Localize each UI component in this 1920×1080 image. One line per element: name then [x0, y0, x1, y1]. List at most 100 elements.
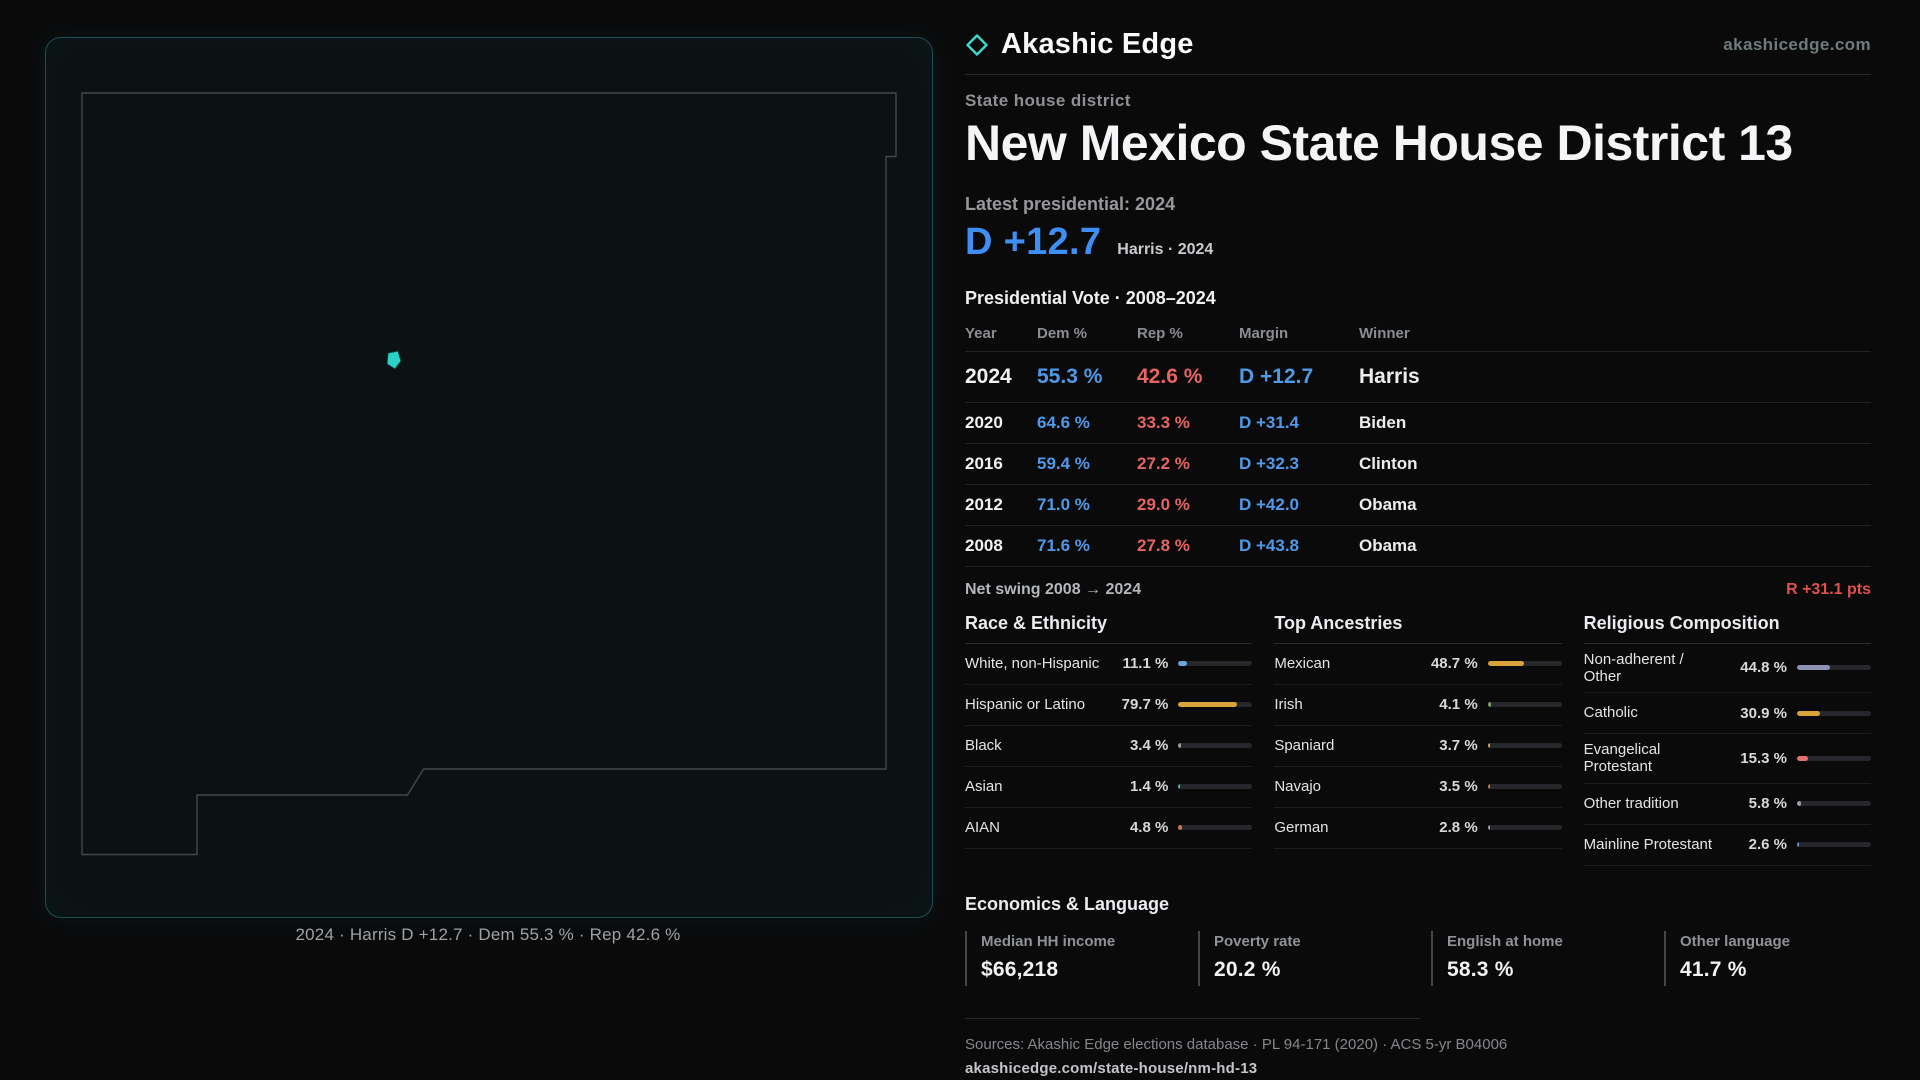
demo-value: 2.6 % — [1748, 836, 1787, 853]
ancestries-column: Top Ancestries Mexican 48.7 % Irish 4.1 … — [1274, 613, 1562, 849]
religion-column: Religious Composition Non-adherent / Oth… — [1583, 613, 1871, 866]
page-title: New Mexico State House District 13 — [965, 115, 1793, 171]
stat-english-at-home: English at home 58.3 % — [1431, 930, 1638, 986]
vote-table-header: Year Dem % Rep % Margin Winner — [965, 319, 1871, 352]
demo-row: Hispanic or Latino 79.7 % — [965, 685, 1253, 726]
brand-name: Akashic Edge — [1001, 28, 1194, 60]
stat-label: Median HH income — [981, 932, 1116, 950]
rep-cell: 42.6 % — [1137, 364, 1203, 388]
kicker-label: State house district — [965, 91, 1131, 110]
demo-bar — [1178, 661, 1253, 666]
demo-label: Black — [965, 736, 1002, 754]
brand: Akashic Edge — [965, 28, 1194, 61]
demographics-section: Race & Ethnicity White, non-Hispanic 11.… — [965, 613, 1871, 866]
vote-row-2024: 2024 55.3 % 42.6 % D +12.7 Harris — [965, 352, 1871, 403]
demo-row: Catholic 30.9 % — [1583, 693, 1871, 734]
demo-value: 3.5 % — [1439, 778, 1478, 795]
demo-row: Asian 1.4 % — [965, 767, 1253, 808]
demo-value: 15.3 % — [1740, 749, 1787, 767]
year-cell: 2012 — [965, 494, 1003, 514]
col-dem: Dem % — [1037, 324, 1088, 342]
demo-label: Mexican — [1274, 654, 1331, 672]
sources-text: Sources: Akashic Edge elections database… — [965, 1035, 1508, 1053]
demo-label: Catholic — [1583, 704, 1638, 722]
stat-value: 20.2 % — [1214, 957, 1281, 981]
net-swing: Net swing 2008 → 2024 R +31.1 pts — [965, 581, 1871, 599]
stat-value: 41.7 % — [1680, 957, 1747, 981]
headline-margin: D +12.7 Harris · 2024 — [965, 221, 1871, 264]
demo-row: Non-adherent / Other 44.8 % — [1583, 644, 1871, 693]
section-title: Top Ancestries — [1274, 613, 1562, 644]
latest-presidential-label: Latest presidential: 2024 — [965, 193, 1176, 214]
demo-bar — [1487, 784, 1562, 789]
margin-cell: D +42.0 — [1239, 494, 1300, 514]
economics-title: Economics & Language — [965, 893, 1170, 914]
demo-bar — [1178, 743, 1253, 748]
vote-row-2020: 2020 64.6 % 33.3 % D +31.4 Biden — [965, 403, 1871, 444]
col-year: Year — [965, 324, 997, 342]
district-marker — [386, 350, 402, 370]
demo-label: Asian — [965, 777, 1003, 795]
demo-label: Non-adherent / Other — [1583, 650, 1684, 685]
demo-bar — [1487, 743, 1562, 748]
winner-cell: Biden — [1359, 412, 1407, 432]
net-swing-label: Net swing 2008 → 2024 — [965, 580, 1142, 598]
vote-row-2008: 2008 71.6 % 27.8 % D +43.8 Obama — [965, 526, 1871, 567]
demo-value: 1.4 % — [1129, 778, 1169, 795]
dem-cell: 64.6 % — [1037, 412, 1090, 432]
year-cell: 2016 — [965, 453, 1003, 473]
rep-cell: 29.0 % — [1137, 494, 1190, 514]
year-cell: 2020 — [965, 412, 1003, 432]
vote-table: Year Dem % Rep % Margin Winner 2024 55.3… — [965, 319, 1871, 567]
demo-bar — [1797, 801, 1871, 806]
demo-row: Irish 4.1 % — [1274, 685, 1562, 726]
col-winner: Winner — [1359, 324, 1410, 342]
demo-bar — [1178, 702, 1253, 707]
site-link[interactable]: akashicedge.com — [1723, 34, 1871, 54]
margin-cell: D +32.3 — [1239, 453, 1300, 473]
rep-cell: 27.8 % — [1137, 535, 1190, 555]
map-caption: 2024 · Harris D +12.7 · Dem 55.3 % · Rep… — [295, 925, 681, 944]
winner-cell: Obama — [1359, 535, 1417, 555]
demo-value: 2.8 % — [1439, 819, 1478, 836]
stat-poverty-rate: Poverty rate 20.2 % — [1198, 930, 1405, 986]
col-rep: Rep % — [1137, 324, 1183, 342]
demo-label: Evangelical Protestant — [1583, 741, 1661, 776]
district-map-panel — [45, 37, 933, 918]
dem-cell: 71.0 % — [1037, 494, 1090, 514]
demo-value: 79.7 % — [1121, 696, 1169, 713]
demo-bar — [1178, 784, 1253, 789]
demo-label: Spaniard — [1274, 736, 1335, 754]
footer-divider — [965, 1017, 1420, 1019]
demo-row: Spaniard 3.7 % — [1274, 726, 1562, 767]
net-swing-value: R +31.1 pts — [1786, 580, 1871, 598]
demo-value: 4.8 % — [1129, 819, 1169, 836]
demo-value: 48.7 % — [1430, 655, 1478, 672]
demo-bar — [1797, 842, 1871, 847]
demo-label: Mainline Protestant — [1583, 835, 1713, 853]
demo-bar — [1178, 825, 1253, 830]
diamond-logo-icon — [966, 33, 988, 56]
vote-row-2012: 2012 71.0 % 29.0 % D +42.0 Obama — [965, 485, 1871, 526]
demo-bar — [1487, 825, 1562, 830]
demo-value: 3.7 % — [1439, 737, 1478, 754]
new-mexico-outline — [81, 92, 897, 856]
demo-row: Other tradition 5.8 % — [1583, 784, 1871, 825]
dem-cell: 59.4 % — [1037, 453, 1090, 473]
permalink[interactable]: akashicedge.com/state-house/nm-hd-13 — [965, 1059, 1258, 1077]
demo-label: Navajo — [1274, 777, 1322, 795]
demo-bar — [1797, 755, 1871, 761]
race-ethnicity-column: Race & Ethnicity White, non-Hispanic 11.… — [965, 613, 1253, 849]
demo-value: 4.1 % — [1439, 696, 1478, 713]
demo-label: German — [1274, 818, 1329, 836]
stat-label: Other language — [1680, 932, 1791, 950]
winner-cell: Harris — [1359, 364, 1420, 388]
header-divider — [965, 74, 1871, 75]
year-cell: 2008 — [965, 535, 1003, 555]
demo-row: Black 3.4 % — [965, 726, 1253, 767]
vote-table-title: Presidential Vote · 2008–2024 — [965, 287, 1216, 308]
demo-bar — [1797, 665, 1871, 671]
stat-value: $66,218 — [981, 957, 1059, 981]
section-title: Race & Ethnicity — [965, 613, 1253, 644]
demo-label: White, non-Hispanic — [965, 654, 1100, 672]
